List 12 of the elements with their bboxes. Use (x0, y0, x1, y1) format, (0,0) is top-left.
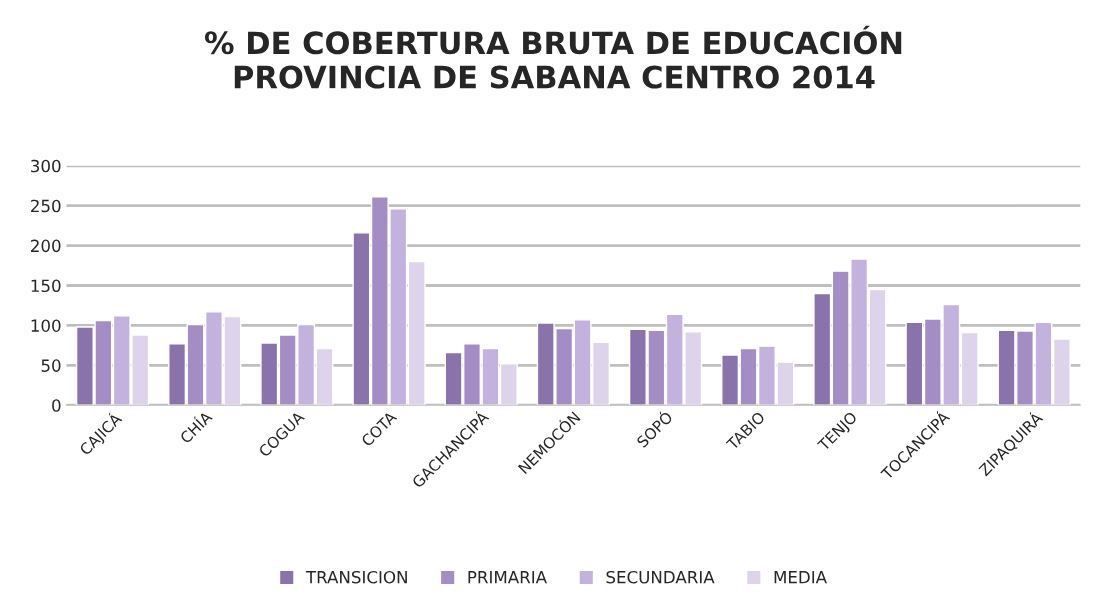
chart-title: % DE COBERTURA BRUTA DE EDUCACIÓN PROVINCIA DE SABANA CENTRO 2014 (204, 25, 902, 89)
legend-label: SECUNDARIA (606, 570, 715, 584)
y-tick-label: 200 (31, 239, 61, 253)
y-tick-label: 300 (31, 159, 61, 173)
y-tick-label: 250 (31, 199, 61, 213)
legend-label: MEDIA (774, 571, 827, 584)
y-tick-label: 100 (31, 319, 61, 332)
y-tick-label: 50 (41, 359, 61, 372)
y-tick-label: 0 (52, 399, 61, 412)
legend-label: TRANSICION (305, 570, 407, 584)
legend-label: PRIMARIA (468, 571, 547, 584)
y-tick-label: 150 (31, 279, 61, 293)
